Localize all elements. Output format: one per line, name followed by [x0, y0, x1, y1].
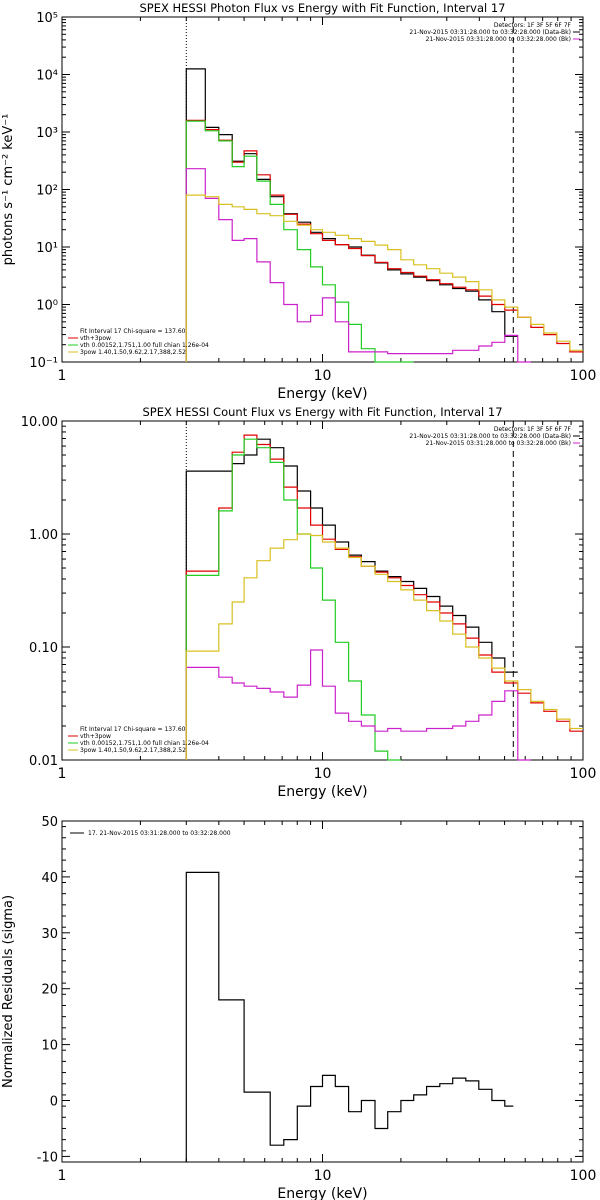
chart-panel-3: 1 10 100 -10 0 10 20 30 40 50 Energy (keV) Normaliz…	[1, 815, 596, 1200]
legend-top-right-entry: Detectors: 1F 3F 5F 6F 7F	[494, 22, 572, 29]
y-tick-label: 1.00	[29, 528, 58, 543]
y-tick-label: 10³	[36, 126, 58, 141]
series-black-step-line	[185, 68, 518, 362]
y-tick-label: 10²	[36, 184, 58, 199]
chart-panel-1: SPEX HESSI Photon Flux vs Energy with Fi…	[1, 1, 596, 402]
x-tick-label: 1	[58, 766, 67, 782]
y-tick-label: 0.01	[29, 754, 58, 769]
x-tick-label: 100	[570, 1168, 597, 1184]
x-tick-label: 100	[570, 368, 597, 384]
x-axis-label: Energy (keV)	[277, 386, 367, 402]
chart-title: SPEX HESSI Photon Flux vs Energy with Fi…	[139, 1, 505, 15]
x-tick-label: 1	[58, 1168, 67, 1184]
y-tick-label: 0	[50, 1095, 58, 1110]
legend-bottom-left-entry: 3pow 1.40,1.50,9.62,2.17,388,2.52	[80, 747, 186, 754]
y-axis-label: Normalized Residuals (sigma)	[1, 895, 16, 1088]
y-tick-label: 20	[41, 983, 58, 998]
x-tick-label: 100	[570, 766, 597, 782]
y-tick-label: 10¹	[36, 241, 58, 256]
series-magenta-step-line	[185, 168, 531, 363]
y-tick-label: 40	[41, 871, 58, 886]
series-yellow-step-line	[185, 533, 583, 760]
series-magenta-step-line	[185, 649, 531, 761]
legend-bottom-left-entry: Fit Interval 17 Chi-square = 137.60	[80, 328, 186, 335]
y-axis-label: photons s⁻¹ cm⁻² keV⁻¹	[1, 114, 16, 266]
y-tick-label: 10⁴	[36, 69, 58, 84]
series-green-step-line	[185, 120, 414, 363]
series-black-step-line	[185, 438, 518, 760]
legend-top-right-entry: 21-Nov-2015 03:31:28.000 to 03:32:28.000…	[426, 36, 571, 43]
series-red-step-line	[185, 434, 583, 760]
legend-top-right-entry: Detectors: 1F 3F 5F 6F 7F	[494, 426, 572, 433]
y-tick-label: 0.10	[29, 641, 58, 656]
series-yellow-step-line	[185, 194, 583, 362]
y-tick-label: 30	[41, 927, 58, 942]
x-tick-label: 10	[314, 368, 332, 384]
legend-bottom-left-entry: vth+3pow	[80, 733, 111, 740]
legend-bottom-left-entry: vth+3pow	[80, 335, 111, 342]
y-tick-label: 10⁵	[36, 11, 58, 26]
x-tick-label: 10	[314, 1168, 332, 1184]
y-tick-label: 10⁰	[36, 299, 58, 314]
x-axis-label: Energy (keV)	[277, 784, 367, 800]
y-tick-label: 10.00	[21, 415, 58, 430]
plot-frame	[61, 820, 584, 1163]
legend-top-left-entry: 17. 21-Nov-2015 03:31:28.000 to 03:32:28…	[88, 830, 231, 837]
legend-top-right-entry: 21-Nov-2015 03:31:28.000 to 03:32:28.000…	[426, 440, 571, 447]
legend-bottom-left-entry: 3pow 1.40,1.50,9.62,2.17,388,2.52	[80, 349, 186, 356]
legend-bottom-left-entry: vth 0.00152,1.751,1.00 full chian 1.26e-…	[80, 740, 209, 747]
legend-top-right-entry: 21-Nov-2015 03:31:28.000 to 03:32:28.000…	[409, 433, 571, 440]
legend-top-right-entry: 21-Nov-2015 03:31:28.000 to 03:32:28.000…	[409, 29, 571, 36]
y-tick-label: 50	[41, 815, 58, 830]
x-tick-label: 1	[58, 368, 67, 384]
x-tick-label: 10	[314, 766, 332, 782]
chart-title: SPEX HESSI Count Flux vs Energy with Fit…	[142, 405, 502, 419]
series-black-step-line	[185, 871, 514, 1162]
chart-panel-2: SPEX HESSI Count Flux vs Energy with Fit…	[21, 405, 597, 800]
legend-bottom-left-entry: vth 0.00152,1.751,1.00 full chian 1.26e-…	[80, 342, 209, 349]
y-tick-label: -10	[37, 1150, 58, 1165]
y-tick-label: 10⁻¹	[29, 356, 58, 371]
legend-bottom-left-entry: Fit Interval 17 Chi-square = 137.60	[80, 726, 186, 733]
y-tick-label: 10	[41, 1039, 58, 1054]
x-axis-label: Energy (keV)	[277, 1186, 367, 1200]
